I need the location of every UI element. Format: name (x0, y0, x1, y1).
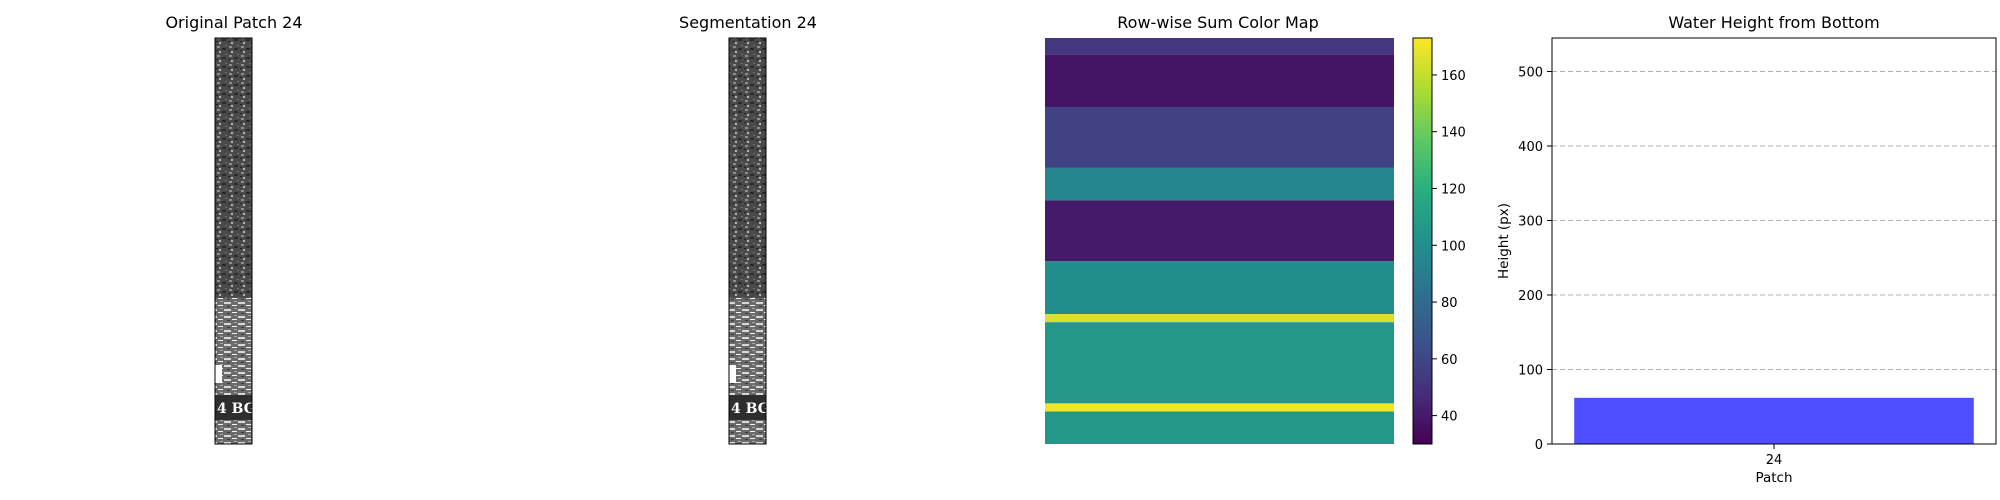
bar-x-ticks: 24 (1766, 444, 1783, 468)
bar-marks (1574, 397, 1974, 444)
colorbar-tick-label: 60 (1441, 353, 1458, 368)
panel-bar-chart: Water Height from Bottom 0 100 200 300 400 50… (1496, 13, 1997, 486)
segmentation-overlay-text: 4 BGO (731, 401, 782, 417)
heatmap-row-band (1045, 314, 1394, 323)
heatmap-row-band (1045, 107, 1394, 168)
colorbar: 40 60 80 100 120 140 160 (1412, 37, 1466, 445)
heatmap-row-band (1045, 167, 1394, 201)
bar-y-label: Height (px) (1496, 203, 1512, 279)
heatmap-row-band (1045, 403, 1394, 412)
original-image: 4 BGO (214, 37, 268, 445)
heatmap-row-band (1045, 411, 1394, 444)
colorbar-tick-label: 40 (1441, 410, 1458, 425)
panel-segmentation: Segmentation 24 4 BGO (679, 13, 817, 445)
bar-y-ticks: 0 100 200 300 400 500 (1518, 66, 1552, 453)
bar-y-tick-label: 400 (1518, 140, 1543, 155)
segmentation-title: Segmentation 24 (679, 13, 817, 32)
colorbar-tick-label: 160 (1441, 69, 1466, 84)
colormap-title: Row-wise Sum Color Map (1117, 13, 1318, 32)
heatmap-row-band (1045, 261, 1394, 315)
colorbar-tick-label: 140 (1441, 126, 1466, 141)
colorbar-tick-label: 120 (1441, 182, 1466, 197)
colorbar-ticks: 40 60 80 100 120 140 160 (1432, 69, 1466, 425)
bar-y-tick-label: 500 (1518, 66, 1543, 81)
colorbar-tick-label: 100 (1441, 239, 1466, 254)
heatmap-row-band (1045, 38, 1394, 55)
segmentation-image: 4 BGO (728, 37, 782, 445)
bar-y-tick-label: 200 (1518, 289, 1543, 304)
bar (1574, 397, 1974, 444)
bar-x-tick-label: 24 (1766, 453, 1783, 468)
bar-grid (1552, 71, 1996, 371)
heatmap (1045, 38, 1394, 444)
bar-chart-title: Water Height from Bottom (1668, 13, 1879, 32)
bar-y-tick-label: 0 (1535, 438, 1543, 453)
heatmap-row-band (1045, 54, 1394, 108)
colorbar-tick-label: 80 (1441, 296, 1458, 311)
panel-original: Original Patch 24 4 BGO (165, 13, 303, 445)
heatmap-row-band (1045, 200, 1394, 262)
bar-axes-frame (1551, 37, 1997, 445)
panel-colormap: Row-wise Sum Color Map 40 60 80 100 120 140 16… (1045, 13, 1466, 445)
bar-x-label: Patch (1755, 470, 1792, 486)
original-overlay-text: 4 BGO (217, 401, 268, 417)
heatmap-row-band (1045, 322, 1394, 404)
bar-y-tick-label: 100 (1518, 364, 1543, 379)
bar-y-tick-label: 300 (1518, 215, 1543, 230)
original-title: Original Patch 24 (165, 13, 302, 32)
